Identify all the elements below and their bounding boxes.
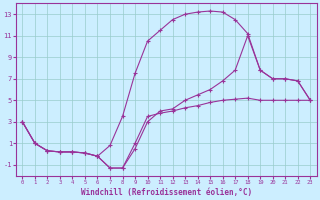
X-axis label: Windchill (Refroidissement éolien,°C): Windchill (Refroidissement éolien,°C): [81, 188, 252, 197]
